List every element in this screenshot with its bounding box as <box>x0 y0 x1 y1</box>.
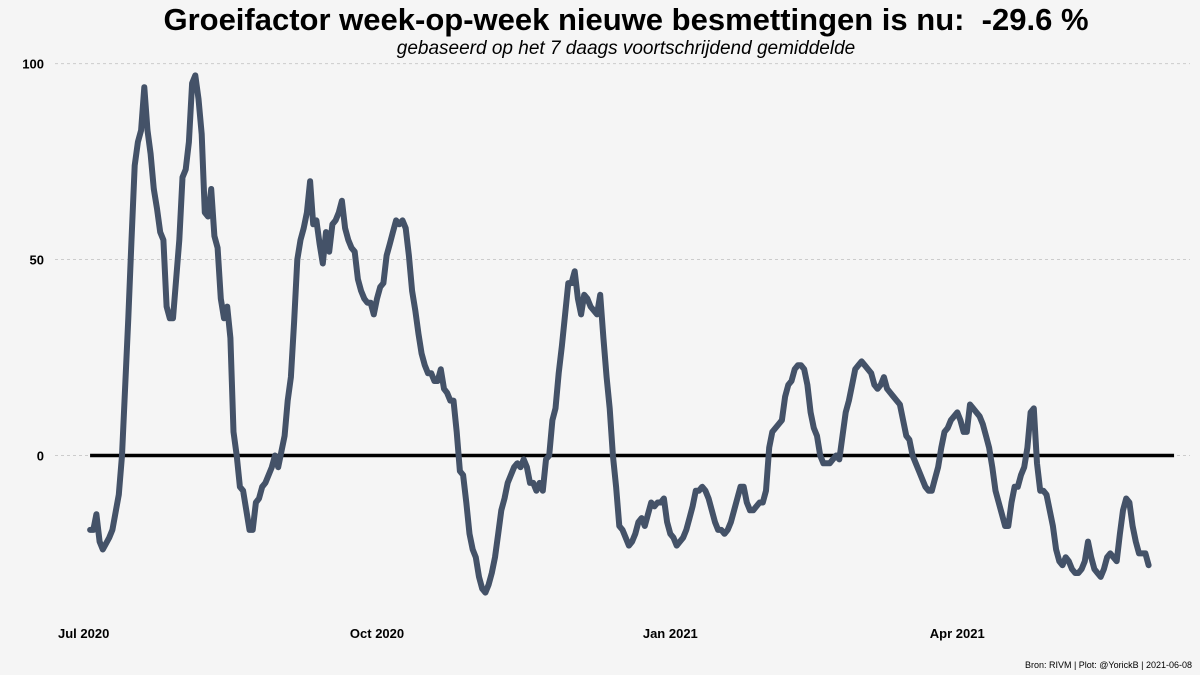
chart-title: Groeifactor week-op-week nieuwe besmetti… <box>163 2 1089 37</box>
x-tick-label-1: Oct 2020 <box>350 626 404 641</box>
x-tick-label-3: Apr 2021 <box>930 626 985 641</box>
x-tick-label-0: Jul 2020 <box>58 626 109 641</box>
series-line <box>87 72 1152 596</box>
y-tick-label-50: 50 <box>30 253 44 268</box>
y-axis-tick-labels: 0 50 100 <box>22 57 44 464</box>
grid-lines <box>55 63 1190 456</box>
source-caption: Bron: RIVM | Plot: @YorickB | 2021-06-08 <box>1024 660 1192 670</box>
y-tick-label-100: 100 <box>22 57 44 72</box>
chart-subtitle: gebaseerd op het 7 daags voortschrijdend… <box>396 38 856 59</box>
x-axis-tick-labels: Jul 2020 Oct 2020 Jan 2021 Apr 2021 <box>58 626 985 641</box>
y-tick-label-0: 0 <box>37 448 44 463</box>
x-tick-label-2: Jan 2021 <box>643 626 698 641</box>
